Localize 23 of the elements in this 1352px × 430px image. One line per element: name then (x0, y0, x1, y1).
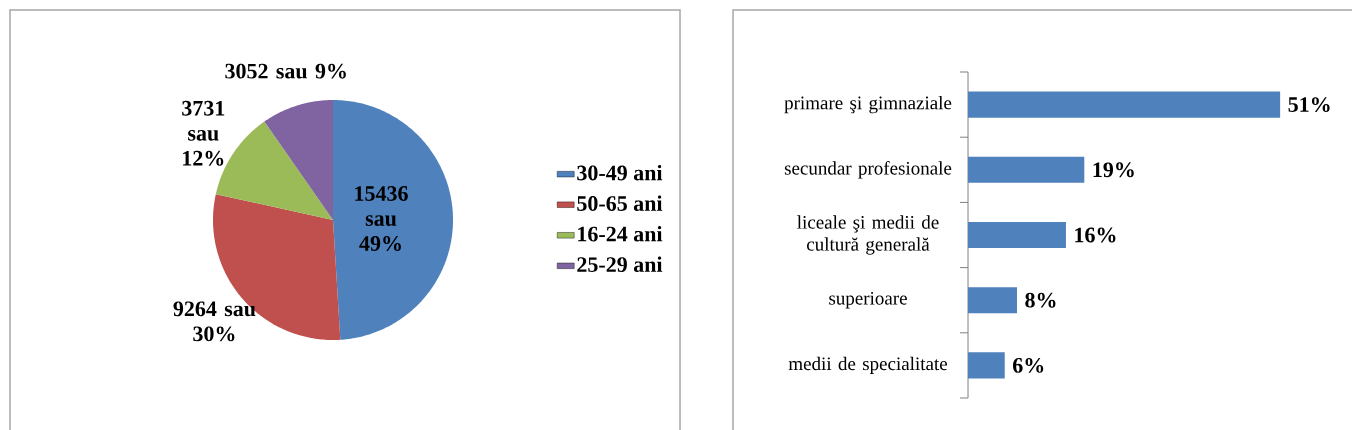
bar (968, 287, 1017, 314)
data-label: 9264 sau 30% (173, 301, 256, 342)
y-tick-label: secundar profesionale (784, 161, 952, 179)
data-label: 6% (1013, 357, 1044, 373)
data-label: 8% (1025, 292, 1056, 308)
y-tick-label: medii de specialitate (788, 356, 948, 375)
legend-label: 30-49 ani (577, 164, 663, 181)
legend-label: 25-29 ani (577, 256, 663, 273)
y-tick-label: liceale şi medii de cultură generală (797, 215, 939, 255)
legend-label: 50-65 ani (577, 195, 663, 211)
bar (968, 221, 1066, 249)
data-label: 19% (1093, 162, 1134, 178)
y-tick-label: superioare (829, 291, 907, 309)
legend-label: 16-24 ani (578, 225, 663, 242)
data-label: 3731 sau 12% (182, 100, 225, 166)
data-label: 15436 sau 49% (355, 186, 408, 251)
data-label: 3052 sau 9% (225, 63, 346, 79)
bar (968, 352, 1005, 379)
bar (968, 156, 1085, 183)
data-label: 16% (1075, 227, 1116, 243)
y-tick-label: primare şi gimnaziale (784, 95, 952, 114)
data-label: 51% (1288, 97, 1330, 113)
bar (968, 91, 1281, 118)
